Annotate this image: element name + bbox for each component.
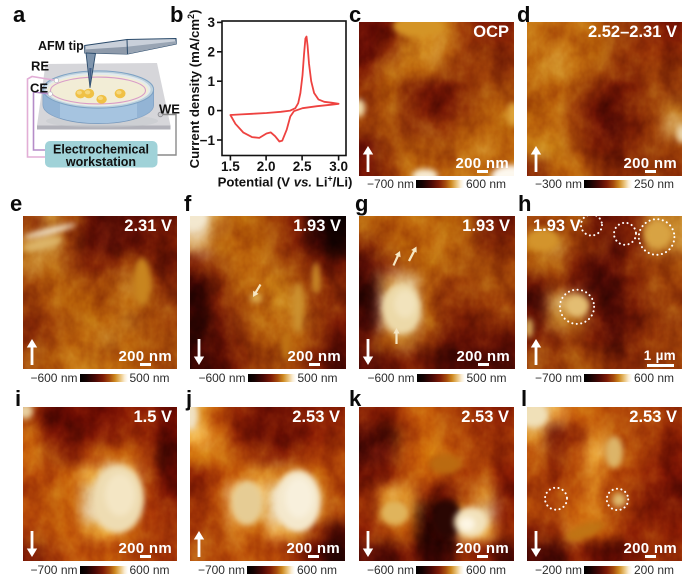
svg-text:Potential (V vs. Li+/Li): Potential (V vs. Li+/Li) (218, 174, 353, 190)
svg-text:3: 3 (207, 15, 215, 30)
svg-text:CE: CE (30, 81, 48, 96)
svg-text:Electrochemical: Electrochemical (53, 143, 149, 157)
svg-text:Current density (mA/cm2): Current density (mA/cm2) (186, 10, 202, 169)
svg-text:AFM tip: AFM tip (38, 39, 84, 53)
svg-text:2.0: 2.0 (257, 159, 276, 174)
svg-text:workstation: workstation (65, 155, 136, 169)
svg-text:2: 2 (207, 45, 215, 60)
svg-text:3.0: 3.0 (329, 159, 348, 174)
svg-text:−1: −1 (200, 133, 216, 148)
svg-text:1: 1 (207, 74, 215, 89)
svg-text:RE: RE (31, 59, 49, 74)
svg-text:1.5: 1.5 (221, 159, 240, 174)
svg-text:WE: WE (159, 102, 180, 117)
svg-text:0: 0 (207, 103, 215, 118)
svg-text:2.5: 2.5 (293, 159, 312, 174)
